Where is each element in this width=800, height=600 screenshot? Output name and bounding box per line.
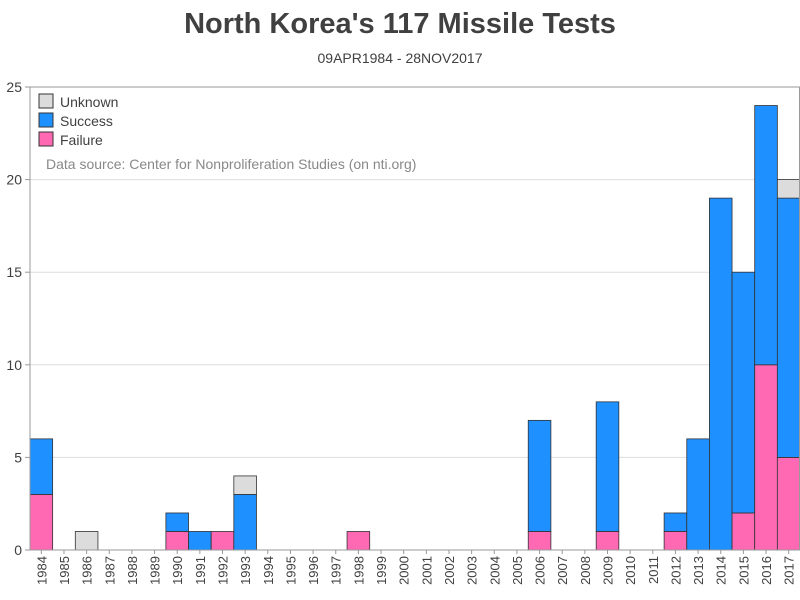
x-tick-label: 1986	[80, 556, 95, 585]
x-tick-label: 2004	[487, 556, 502, 585]
bar-unknown-1986	[74, 531, 99, 551]
x-tick-label: 2015	[736, 556, 751, 585]
x-tick-label: 2002	[442, 556, 457, 585]
x-tick-label: 2008	[578, 556, 593, 585]
x-tick-label: 1999	[374, 556, 389, 585]
bar-failure-2016	[754, 364, 778, 551]
bar-success-2014	[709, 197, 733, 551]
x-tick-label: 2012	[668, 556, 683, 585]
x-tick-label: 1997	[329, 556, 344, 585]
x-tick-label: 1995	[283, 556, 298, 585]
bar-success-2017	[776, 197, 800, 458]
x-tick-label: 1987	[102, 556, 117, 585]
x-tick-label: 2010	[623, 556, 638, 585]
bar-failure-1992	[210, 531, 235, 551]
bar-success-1984	[29, 438, 54, 495]
legend-swatch-failure	[38, 131, 54, 147]
bar-failure-2009	[595, 531, 620, 551]
legend-swatch-unknown	[38, 93, 54, 109]
y-tick-label: 5	[14, 449, 22, 465]
legend-label-unknown: Unknown	[60, 94, 118, 110]
legend-label-failure: Failure	[60, 132, 103, 148]
x-tick-label: 1998	[351, 556, 366, 585]
bar-success-1991	[188, 531, 212, 551]
x-tick-label: 1989	[148, 556, 163, 585]
bar-success-1993	[233, 494, 257, 551]
bar-failure-2015	[731, 512, 756, 551]
bar-unknown-2017	[776, 179, 800, 199]
bar-failure-1984	[29, 494, 54, 551]
x-tick-label: 1993	[238, 556, 253, 585]
x-tick-label: 1994	[261, 556, 276, 585]
x-tick-label: 2007	[555, 556, 570, 585]
x-tick-label: 2009	[601, 556, 616, 585]
bar-success-2013	[686, 438, 710, 551]
bar-success-1990	[165, 512, 189, 532]
x-tick-label: 2003	[465, 556, 480, 585]
x-tick-label: 2016	[759, 556, 774, 585]
x-tick-label: 1991	[193, 556, 208, 585]
x-tick-label: 2006	[533, 556, 548, 585]
bar-success-2015	[731, 271, 756, 514]
y-tick-label: 10	[6, 357, 22, 373]
x-tick-label: 1996	[306, 556, 321, 585]
x-tick-label: 1990	[170, 556, 185, 585]
legend-swatch-success	[38, 112, 54, 128]
bar-failure-1990	[165, 531, 189, 551]
x-tick-label: 1985	[57, 556, 72, 585]
bar-failure-2012	[663, 531, 688, 551]
bar-success-2009	[595, 401, 620, 532]
x-tick-label: 2000	[397, 556, 412, 585]
chart-title: North Korea's 117 Missile Tests	[184, 8, 616, 40]
x-tick-label: 2014	[714, 556, 729, 585]
x-tick-label: 2017	[782, 556, 797, 585]
x-tick-label: 1988	[125, 556, 140, 585]
y-tick-label: 15	[6, 264, 22, 280]
bar-failure-2006	[527, 531, 552, 551]
y-tick-label: 25	[6, 79, 22, 95]
x-tick-label: 1992	[216, 556, 231, 585]
legend-label-success: Success	[60, 113, 113, 129]
x-tick-label: 1984	[34, 556, 49, 585]
x-tick-label: 2013	[691, 556, 706, 585]
x-tick-label: 2011	[646, 556, 661, 584]
data-source-note: Data source: Center for Nonproliferation…	[46, 156, 416, 172]
bar-success-2016	[754, 105, 778, 366]
chart-subtitle: 09APR1984 - 28NOV2017	[317, 50, 483, 66]
bar-failure-2017	[776, 456, 800, 551]
y-tick-label: 20	[6, 172, 22, 188]
bar-unknown-1993	[233, 475, 257, 495]
y-tick-label: 0	[14, 542, 22, 558]
bar-success-2006	[527, 419, 552, 532]
bar-success-2012	[663, 512, 688, 532]
bar-failure-1998	[346, 531, 371, 551]
x-tick-label: 2001	[419, 556, 434, 585]
x-tick-label: 2005	[510, 556, 525, 585]
